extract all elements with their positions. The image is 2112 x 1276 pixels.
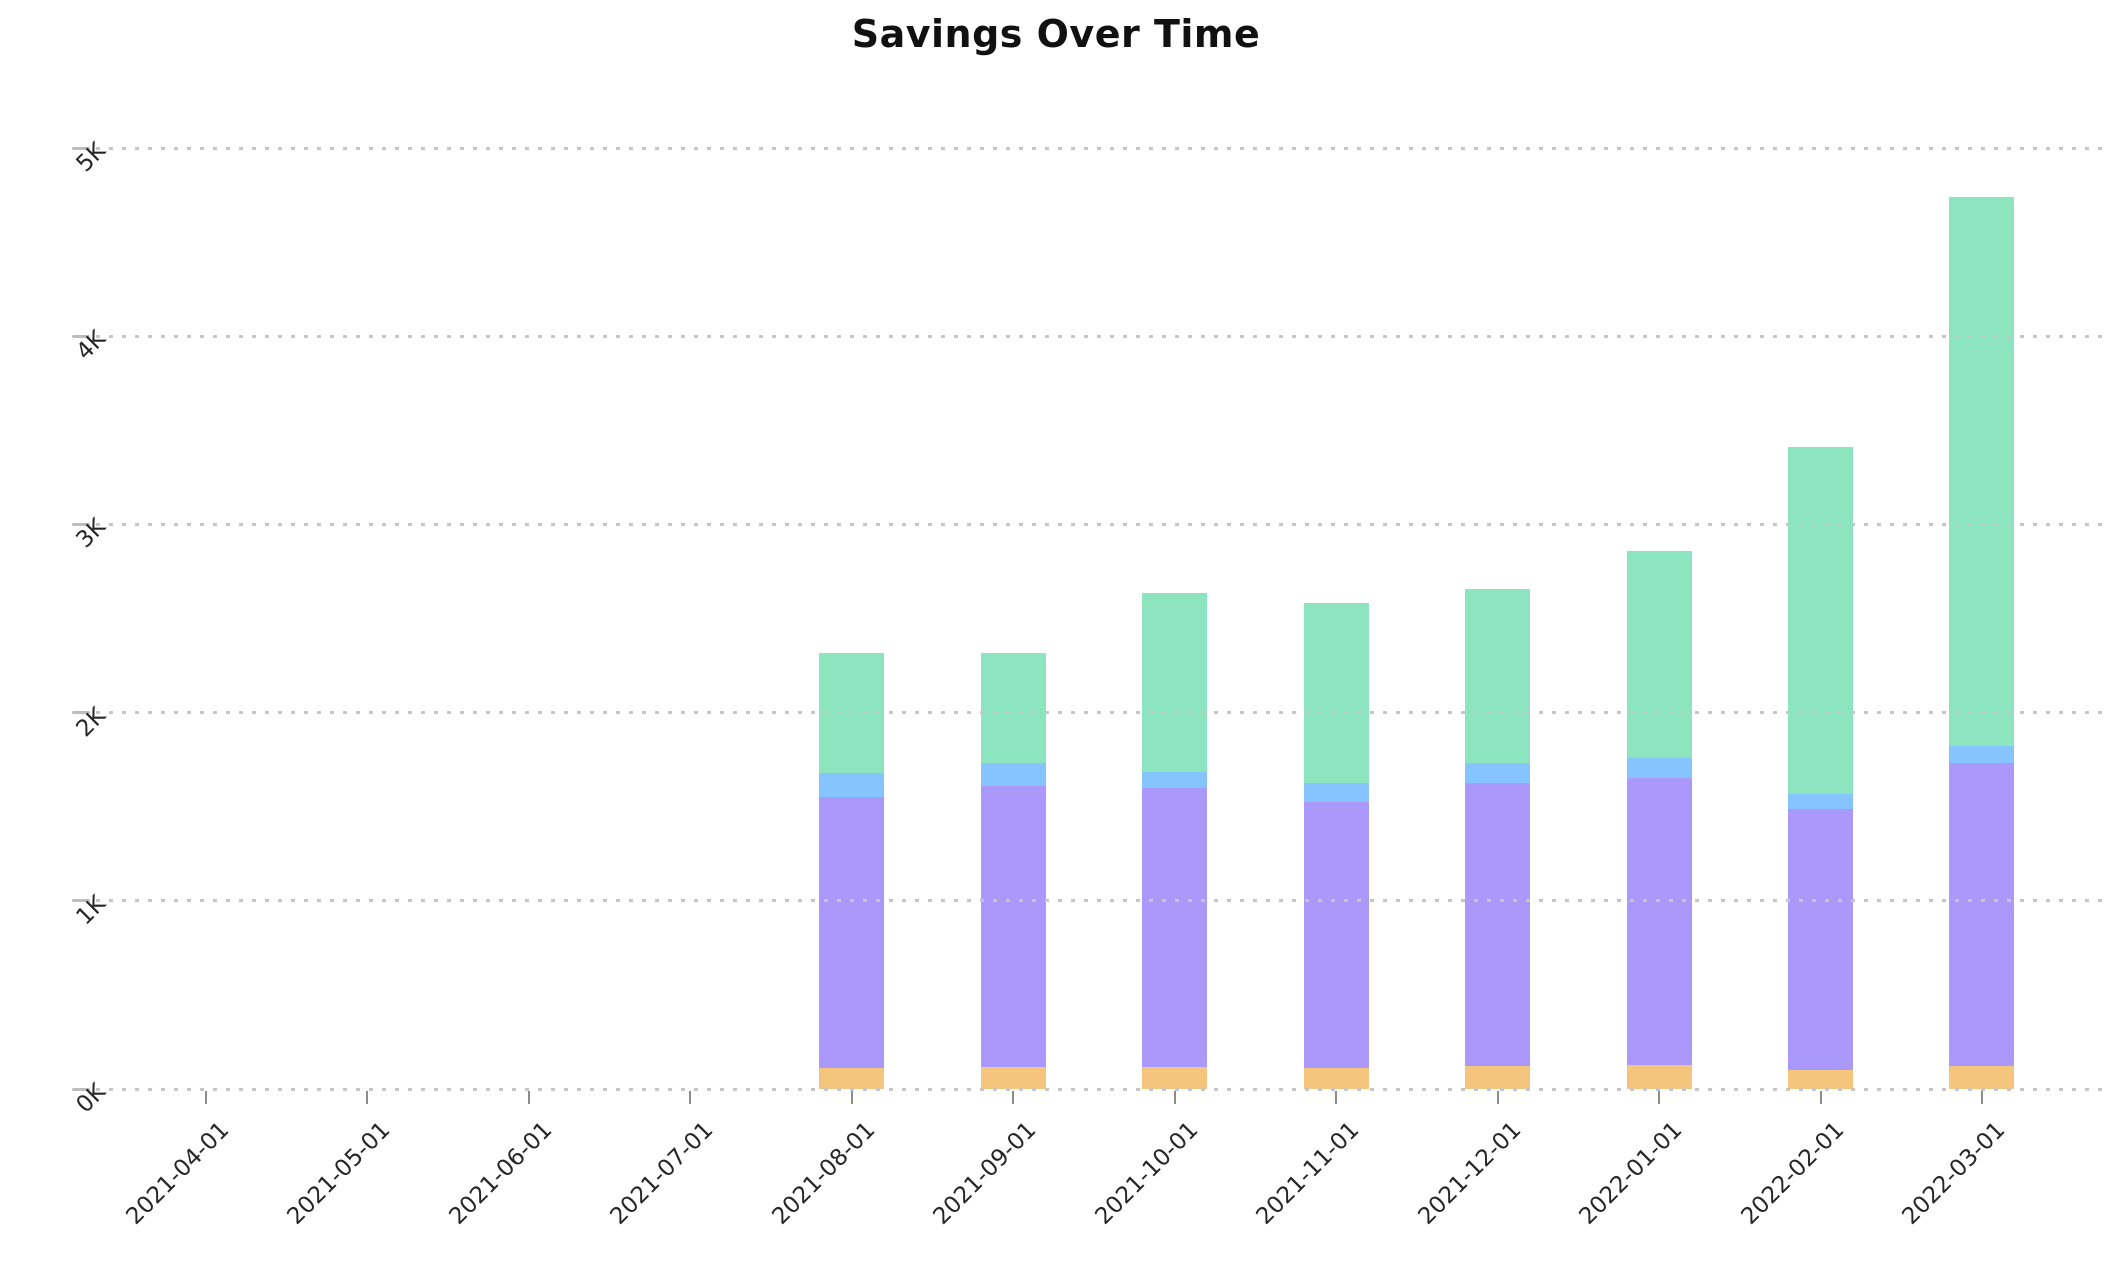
bar-2021-11-01-green[interactable] <box>1303 603 1369 784</box>
bar-2021-12-01-orange[interactable] <box>1465 1066 1531 1089</box>
bar-2022-01-01-orange[interactable] <box>1626 1065 1692 1089</box>
bar-2021-12-01-purple[interactable] <box>1465 783 1531 1067</box>
x-tick-2021-04-01 <box>205 1091 207 1104</box>
bar-2021-09-01-purple[interactable] <box>980 785 1046 1068</box>
bar-2022-02-01-orange[interactable] <box>1788 1070 1853 1089</box>
bar-2021-10-01-purple[interactable] <box>1142 787 1208 1068</box>
x-tick-2022-03-01 <box>1980 1091 1983 1104</box>
x-tick-2021-07-01 <box>689 1091 692 1104</box>
x-tick-2021-10-01 <box>1173 1091 1176 1104</box>
bar-2021-10-01-orange[interactable] <box>1142 1067 1208 1089</box>
y-gridline-5K <box>72 146 2105 150</box>
bar-2021-09-01-blue[interactable] <box>980 763 1046 786</box>
x-tick-label-2021-11-01: 2021-11-01 <box>1251 1117 1365 1230</box>
bar-2021-08-01-green[interactable] <box>819 653 885 773</box>
x-tick-2021-06-01 <box>527 1091 530 1104</box>
bar-2022-02-01-blue[interactable] <box>1788 793 1853 809</box>
bar-2021-10-01-green[interactable] <box>1142 593 1208 772</box>
y-tick-label-1K: 1K <box>71 890 112 931</box>
bar-2021-09-01-orange[interactable] <box>980 1067 1046 1089</box>
bar-2021-10-01-blue[interactable] <box>1142 771 1208 788</box>
bar-2022-02-01-green[interactable] <box>1788 447 1853 794</box>
bar-2022-03-01-blue[interactable] <box>1949 746 2015 764</box>
bar-2021-08-01-purple[interactable] <box>819 797 885 1069</box>
y-tick-label-4K: 4K <box>71 325 112 366</box>
chart-title: Savings Over Time <box>851 12 1261 56</box>
bar-2022-01-01-purple[interactable] <box>1626 777 1692 1066</box>
x-tick-2021-08-01 <box>850 1091 853 1104</box>
x-tick-label-2021-05-01: 2021-05-01 <box>282 1117 396 1230</box>
bar-2021-11-01-blue[interactable] <box>1303 783 1369 802</box>
x-tick-2022-02-01 <box>1819 1091 1822 1104</box>
bar-2021-12-01-blue[interactable] <box>1465 763 1531 784</box>
y-tick-label-5K: 5K <box>71 137 112 178</box>
x-tick-2021-12-01 <box>1496 1091 1499 1104</box>
x-tick-2021-05-01 <box>366 1091 369 1104</box>
x-tick-label-2021-08-01: 2021-08-01 <box>767 1117 881 1230</box>
bar-2021-11-01-purple[interactable] <box>1303 801 1369 1069</box>
bar-2022-02-01-purple[interactable] <box>1788 808 1853 1071</box>
x-tick-label-2022-03-01: 2022-03-01 <box>1897 1117 2011 1230</box>
bar-2022-03-01-orange[interactable] <box>1949 1066 2015 1089</box>
x-tick-label-2022-01-01: 2022-01-01 <box>1574 1117 1688 1230</box>
x-tick-2021-09-01 <box>1012 1091 1015 1104</box>
x-tick-label-2021-04-01: 2021-04-01 <box>121 1117 235 1230</box>
bar-2022-03-01-green[interactable] <box>1949 196 2015 747</box>
x-tick-2022-01-01 <box>1658 1091 1661 1104</box>
bar-2022-01-01-green[interactable] <box>1626 550 1692 758</box>
y-tick-label-0K: 0K <box>71 1078 112 1119</box>
y-tick-label-3K: 3K <box>71 514 112 554</box>
bar-2022-01-01-blue[interactable] <box>1626 757 1692 778</box>
x-tick-label-2021-07-01: 2021-07-01 <box>605 1117 719 1230</box>
x-tick-label-2021-12-01: 2021-12-01 <box>1413 1117 1526 1230</box>
x-tick-label-2021-06-01: 2021-06-01 <box>444 1117 558 1230</box>
bar-2021-12-01-green[interactable] <box>1465 589 1531 764</box>
gridline-dots <box>96 334 2105 338</box>
x-tick-label-2021-09-01: 2021-09-01 <box>928 1117 1042 1230</box>
x-tick-2021-11-01 <box>1335 1091 1338 1104</box>
bar-2021-08-01-orange[interactable] <box>819 1068 885 1089</box>
x-tick-label-2021-10-01: 2021-10-01 <box>1090 1117 1204 1230</box>
gridline-dots <box>96 146 2105 150</box>
bar-2022-03-01-purple[interactable] <box>1949 763 2015 1067</box>
x-tick-label-2022-02-01: 2022-02-01 <box>1735 1117 1849 1230</box>
bar-2021-08-01-blue[interactable] <box>819 772 885 798</box>
bar-2021-09-01-green[interactable] <box>980 653 1046 764</box>
y-tick-label-2K: 2K <box>71 702 112 742</box>
y-gridline-4K <box>72 334 2105 338</box>
bar-2021-11-01-orange[interactable] <box>1303 1068 1369 1089</box>
